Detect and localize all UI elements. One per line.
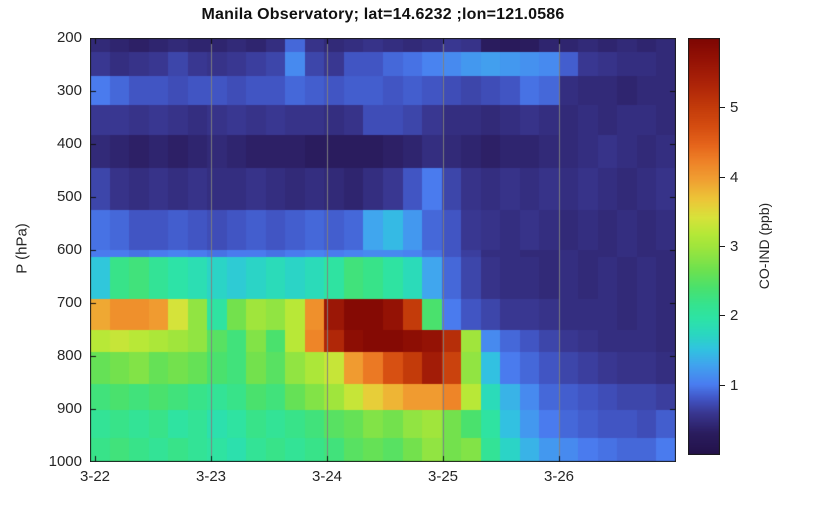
- y-tick-label: 200: [56, 29, 82, 46]
- x-tick-label: 3-26: [543, 468, 575, 485]
- y-tick-label: 900: [56, 400, 82, 417]
- y-tick-label: 600: [56, 241, 82, 258]
- colorbar-tick: [719, 385, 725, 386]
- x-tick-label: 3-24: [311, 468, 343, 485]
- colorbar-tick-label: 5: [730, 99, 739, 116]
- colorbar-tick-label: 3: [730, 238, 739, 255]
- colorbar-tick: [719, 107, 725, 108]
- colorbar-tick: [719, 246, 725, 247]
- y-tick-label: 300: [56, 82, 82, 99]
- y-tick-label: 400: [56, 135, 82, 152]
- colorbar-tick-label: 2: [730, 307, 739, 324]
- colorbar-tick-label: 4: [730, 169, 739, 186]
- x-tick-label: 3-23: [195, 468, 227, 485]
- y-tick-label: 1000: [48, 453, 82, 470]
- y-tick-label: 700: [56, 294, 82, 311]
- colorbar-tick: [719, 177, 725, 178]
- colorbar-label: CO-IND (ppb): [756, 202, 772, 290]
- y-tick-label: 800: [56, 347, 82, 364]
- colorbar-tick: [719, 315, 725, 316]
- heatmap-canvas: [90, 38, 676, 462]
- colorbar-gradient: [688, 38, 720, 455]
- chart-title: Manila Observatory; lat=14.6232 ;lon=121…: [201, 6, 565, 23]
- x-tick-label: 3-22: [79, 468, 111, 485]
- colorbar-tick-label: 1: [730, 377, 739, 394]
- x-tick-label: 3-25: [427, 468, 459, 485]
- y-tick-label: 500: [56, 188, 82, 205]
